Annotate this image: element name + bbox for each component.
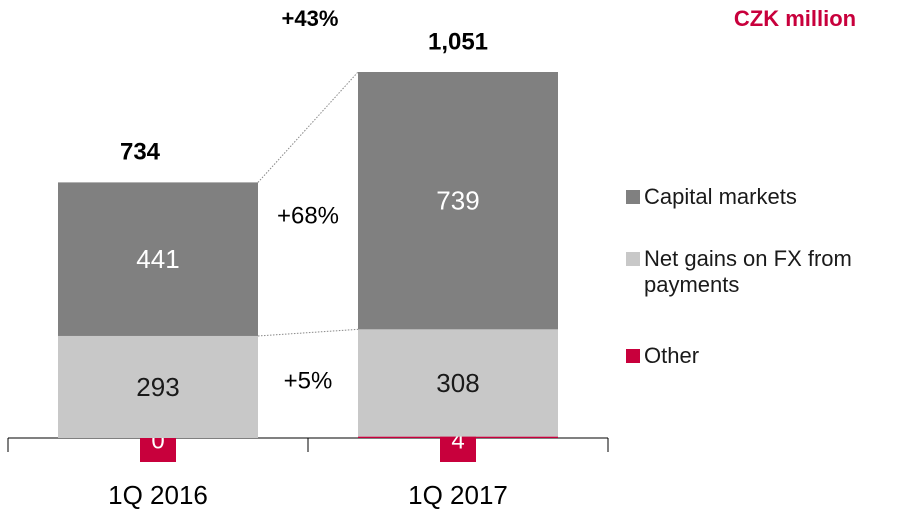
bar-segment xyxy=(58,335,258,438)
x-tick-label: 1Q 2016 xyxy=(108,480,208,510)
x-tick-label: 1Q 2017 xyxy=(408,480,508,510)
connector xyxy=(257,328,359,337)
bar-segment xyxy=(358,72,558,330)
legend-label: Capital markets xyxy=(644,184,797,209)
bar-segment xyxy=(358,329,558,437)
value-label: 739 xyxy=(436,186,479,216)
legend-swatch xyxy=(626,190,640,204)
total-label: 734 xyxy=(120,139,161,166)
capital-growth: +68% xyxy=(277,202,339,229)
fx-growth: +5% xyxy=(284,367,333,394)
legend-label: Other xyxy=(644,343,700,368)
value-label: 441 xyxy=(136,244,179,274)
bar-segment xyxy=(58,182,258,336)
legend-swatch xyxy=(626,349,640,363)
value-label: 293 xyxy=(136,372,179,402)
connector xyxy=(257,71,359,183)
legend-label: Net gains on FX from payments xyxy=(644,246,852,297)
total-growth: +43% xyxy=(282,6,339,31)
value-label: 308 xyxy=(436,368,479,398)
total-label: 1,051 xyxy=(428,28,488,55)
unit-label: CZK million xyxy=(734,6,856,31)
legend-swatch xyxy=(626,252,640,266)
